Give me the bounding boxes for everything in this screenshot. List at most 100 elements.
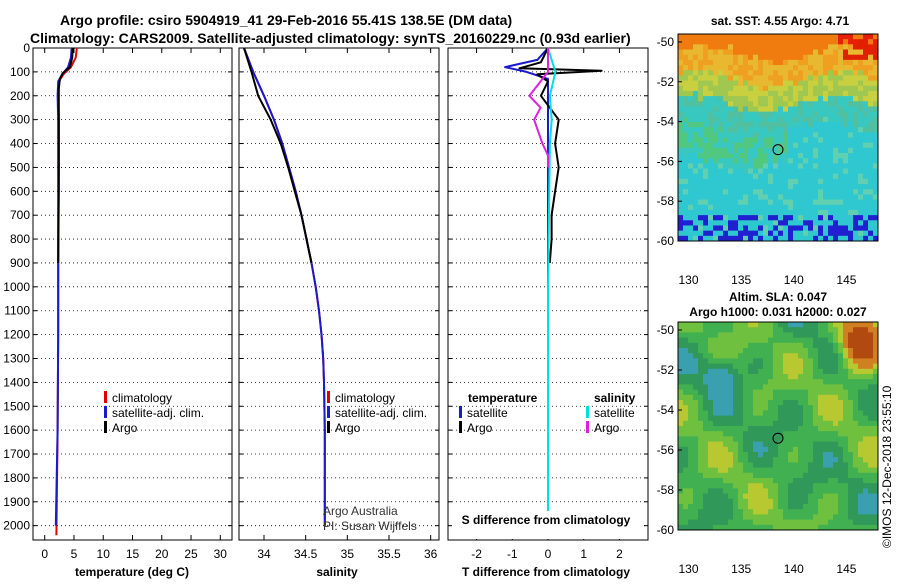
sla-cell xyxy=(828,363,834,370)
sla-cell xyxy=(853,524,859,531)
sst-cell xyxy=(788,59,794,66)
sst-cell xyxy=(713,127,719,133)
sst-cell xyxy=(803,184,809,190)
sst-cell xyxy=(688,225,694,232)
sla-cell xyxy=(793,519,799,526)
sla-cell xyxy=(698,337,704,344)
sst-cell xyxy=(738,101,744,107)
sst-cell xyxy=(773,65,779,71)
sla-cell xyxy=(783,493,789,500)
sst-cell xyxy=(758,204,764,211)
sst-cell xyxy=(873,70,879,76)
sla-cell xyxy=(793,504,799,510)
sst-cell xyxy=(843,215,849,221)
sla-cell xyxy=(778,452,784,458)
sla-cell xyxy=(698,426,704,432)
sst-cell xyxy=(743,220,749,226)
sst-cell xyxy=(773,59,779,66)
sla-cell xyxy=(793,415,799,422)
sla-cell xyxy=(868,457,874,463)
sst-cell xyxy=(843,116,849,123)
sst-cell xyxy=(813,85,819,92)
sst-cell xyxy=(763,101,769,107)
sst-cell xyxy=(713,54,719,61)
sla-cell xyxy=(738,420,744,427)
sla-cell xyxy=(803,368,809,375)
sst-cell xyxy=(718,184,724,190)
sst-cell xyxy=(773,116,779,123)
sst-cell xyxy=(863,142,869,149)
sla-cell xyxy=(693,415,699,422)
sla-cell xyxy=(868,524,874,531)
sst-cell xyxy=(723,235,729,242)
sst-cell xyxy=(863,132,869,138)
sla-cell xyxy=(688,462,694,468)
sla-cell xyxy=(763,348,769,354)
sla-cell xyxy=(813,509,819,515)
sst-cell xyxy=(703,209,709,216)
sla-cell xyxy=(713,358,719,364)
sst-cell xyxy=(793,70,799,76)
sst-cell xyxy=(753,39,759,45)
sst-cell xyxy=(828,59,834,66)
sla-cell xyxy=(873,322,879,328)
sla-cell xyxy=(828,483,834,489)
sla-cell xyxy=(843,374,849,380)
sst-cell xyxy=(843,106,849,113)
legend-swatch-t-satellite xyxy=(459,406,462,418)
sst-cell xyxy=(783,90,789,97)
sst-cell xyxy=(743,90,749,97)
sst-cell xyxy=(868,153,874,159)
sst-cell xyxy=(868,230,874,237)
sst-cell xyxy=(723,158,729,164)
temperature-depth-grid xyxy=(33,47,232,527)
sst-cell xyxy=(823,54,829,61)
sst-cell xyxy=(848,163,854,169)
sla-cell xyxy=(778,478,784,484)
sst-cell xyxy=(698,65,704,71)
longitude-tick-label: 145 xyxy=(836,273,856,287)
sla-cell xyxy=(703,472,709,479)
sst-cell xyxy=(823,204,829,211)
sla-cell xyxy=(813,514,819,520)
sla-cell xyxy=(873,431,879,437)
sla-cell xyxy=(698,467,704,474)
sst-cell xyxy=(728,39,734,45)
sst-cell xyxy=(853,85,859,92)
sla-cell xyxy=(698,504,704,510)
sst-cell xyxy=(798,132,804,138)
sst-cell xyxy=(768,75,774,81)
sst-cell xyxy=(773,209,779,216)
sst-cell xyxy=(708,59,714,66)
sst-cell xyxy=(853,142,859,149)
sla-cell xyxy=(818,514,824,520)
sst-cell xyxy=(728,209,734,216)
legend-label-satellite: satellite-adj. clim. xyxy=(335,406,427,420)
sst-cell xyxy=(708,127,714,133)
sst-cell xyxy=(778,34,784,40)
sla-cell xyxy=(808,446,814,453)
sst-cell xyxy=(703,168,709,175)
sla-cell xyxy=(723,524,729,531)
sst-cell xyxy=(768,54,774,61)
sst-cell xyxy=(753,121,759,128)
sst-cell xyxy=(753,90,759,97)
sla-cell xyxy=(773,332,779,338)
sla-cell xyxy=(793,322,799,328)
sst-cell xyxy=(818,90,824,97)
sla-cell xyxy=(838,431,844,437)
sst-cell xyxy=(783,137,789,144)
sla-cell xyxy=(803,379,809,385)
sla-cell xyxy=(783,389,789,396)
sst-cell xyxy=(813,132,819,138)
sst-cell xyxy=(808,101,814,107)
sst-cell xyxy=(703,59,709,66)
sla-cell xyxy=(688,358,694,364)
sla-cell xyxy=(788,498,794,505)
sst-cell xyxy=(713,215,719,221)
sst-cell xyxy=(753,101,759,107)
sst-cell xyxy=(753,111,759,118)
sla-cell xyxy=(688,368,694,375)
sst-cell xyxy=(818,34,824,40)
sla-cell xyxy=(748,322,754,328)
